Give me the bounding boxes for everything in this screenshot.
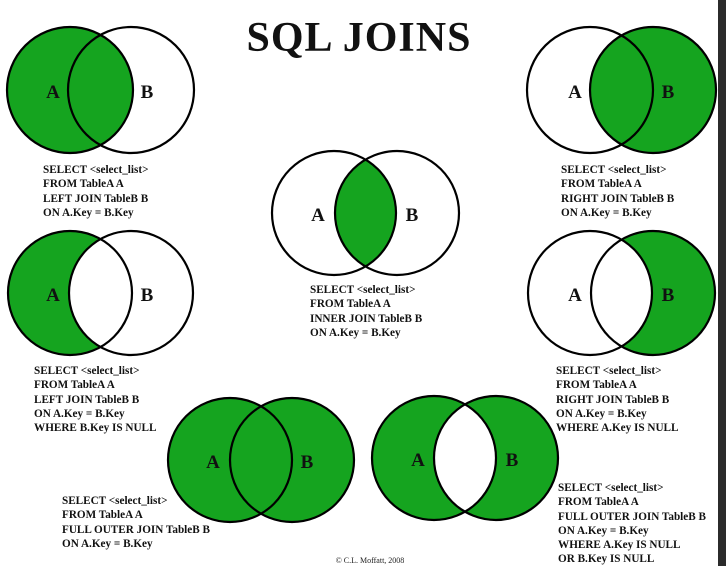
sql-line: ON A.Key = B.Key — [34, 407, 125, 420]
circle-b — [67, 229, 195, 357]
circle-a-label: A — [46, 82, 60, 103]
sql-line: WHERE A.Key IS NULL — [558, 539, 681, 552]
left-excluding-join-sql: SELECT <select_list> FROM TableA A LEFT JO… — [34, 364, 156, 435]
sql-line: FROM TableA A — [34, 379, 115, 392]
sql-line: SELECT <select_list> — [62, 495, 168, 507]
sql-line: SELECT <select_list> — [561, 164, 667, 176]
circle-b-label: B — [662, 82, 675, 103]
sql-line: RIGHT JOIN TableB B — [561, 192, 675, 205]
circle-b — [588, 25, 718, 155]
left-join-sql: SELECT <select_list> FROM TableA A LEFT JO… — [43, 163, 148, 220]
circle-a-label: A — [206, 452, 220, 473]
circle-b — [66, 25, 196, 155]
circle-b — [228, 396, 356, 524]
sql-line: SELECT <select_list> — [43, 164, 149, 176]
sql-line: FULL OUTER JOIN TableB B — [558, 510, 706, 523]
diagram-title: SQL JOINS — [246, 15, 472, 61]
sql-line: WHERE B.Key IS NULL — [34, 422, 157, 435]
sql-line: SELECT <select_list> — [556, 365, 662, 377]
right-join-sql: SELECT <select_list> FROM TableA A RIGHT J… — [561, 163, 674, 220]
circle-a-label: A — [568, 285, 582, 306]
circle-a — [6, 229, 134, 357]
sql-line: WHERE A.Key IS NULL — [556, 422, 679, 435]
window-edge — [718, 0, 726, 566]
sql-line: SELECT <select_list> — [558, 482, 664, 494]
circle-b-label: B — [141, 82, 154, 103]
sql-line: ON A.Key = B.Key — [310, 326, 401, 339]
sql-line: ON A.Key = B.Key — [62, 537, 153, 550]
sql-line: FROM TableA A — [310, 298, 391, 311]
circle-a — [5, 25, 135, 155]
circle-a — [270, 149, 398, 277]
circle-a-label: A — [568, 82, 582, 103]
sql-line: ON A.Key = B.Key — [561, 206, 652, 219]
right-excluding-join-sql: SELECT <select_list> FROM TableA A RIGHT J… — [556, 364, 678, 435]
circle-b-label: B — [506, 450, 519, 471]
sql-line: FROM TableA A — [561, 178, 642, 191]
sql-line: ON A.Key = B.Key — [556, 407, 647, 420]
full-outer-join-sql: SELECT <select_list> FROM TableA A FULL OU… — [62, 494, 210, 551]
inner-join-sql: SELECT <select_list> FROM TableA A INNER J… — [310, 283, 422, 340]
sql-line: ON A.Key = B.Key — [558, 524, 649, 537]
sql-line: FROM TableA A — [558, 496, 639, 509]
circle-b — [589, 229, 717, 357]
circle-a — [526, 229, 654, 357]
circle-b-label: B — [301, 452, 314, 473]
circle-b-label: B — [406, 205, 419, 226]
sql-line: OR B.Key IS NULL — [558, 553, 655, 566]
circle-b-label: B — [141, 285, 154, 306]
circle-b-label: B — [662, 285, 675, 306]
circle-a-label: A — [311, 205, 325, 226]
sql-line: ON A.Key = B.Key — [43, 206, 134, 219]
circle-a — [370, 394, 498, 522]
sql-line: FULL OUTER JOIN TableB B — [62, 523, 210, 536]
circle-a-label: A — [46, 285, 60, 306]
circle-a — [166, 396, 294, 524]
circle-b — [432, 394, 560, 522]
sql-line: LEFT JOIN TableB B — [34, 393, 140, 406]
sql-line: INNER JOIN TableB B — [310, 312, 423, 325]
copyright-credit: © C.L. Moffatt, 2008 — [335, 556, 405, 565]
sql-line: RIGHT JOIN TableB B — [556, 393, 670, 406]
sql-line: FROM TableA A — [62, 509, 143, 522]
sql-line: FROM TableA A — [556, 379, 637, 392]
circle-a — [525, 25, 655, 155]
sql-line: LEFT JOIN TableB B — [43, 192, 149, 205]
circle-b — [333, 149, 461, 277]
circle-a-label: A — [411, 450, 425, 471]
sql-line: FROM TableA A — [43, 178, 124, 191]
full-outer-excluding-join-sql: SELECT <select_list> FROM TableA A FULL OU… — [558, 481, 706, 566]
sql-line: SELECT <select_list> — [34, 365, 140, 377]
sql-line: SELECT <select_list> — [310, 284, 416, 296]
